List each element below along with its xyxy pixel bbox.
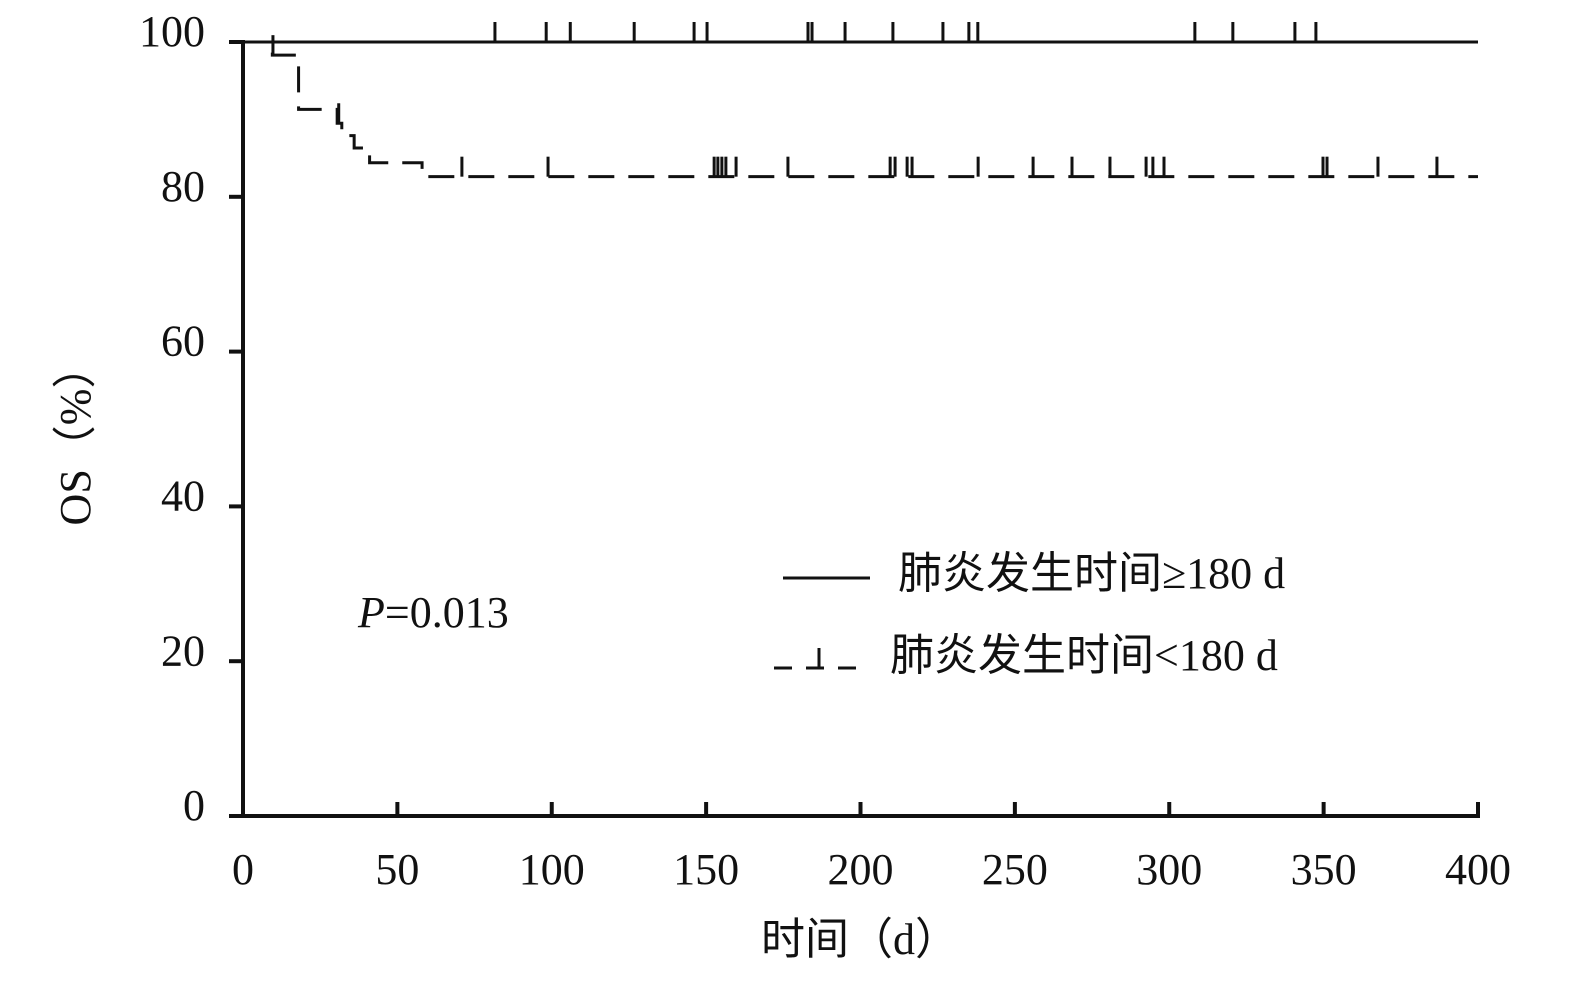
x-tick-label: 150	[673, 845, 739, 894]
annotation-italic: P	[357, 588, 385, 637]
x-tick-label: 0	[232, 845, 254, 894]
x-tick-label: 250	[982, 845, 1048, 894]
survival-line	[243, 40, 1478, 179]
y-tick-label: 60	[161, 317, 205, 366]
y-axis-label: OS（%）	[51, 345, 100, 526]
y-tick-label: 100	[139, 7, 205, 56]
x-tick-label: 100	[519, 845, 585, 894]
annotation: P=0.013	[357, 588, 509, 637]
y-tick-label: 80	[161, 162, 205, 211]
x-tick-label: 300	[1136, 845, 1202, 894]
y-tick-label: 0	[183, 781, 205, 830]
annotation-text: =0.013	[385, 588, 509, 637]
y-tick-label: 40	[161, 471, 205, 520]
x-tick-label: 400	[1445, 845, 1511, 894]
x-axis-label: 时间（d）	[761, 915, 959, 964]
x-tick-label: 350	[1291, 845, 1357, 894]
y-tick-label: 20	[161, 626, 205, 675]
x-tick-label: 50	[375, 845, 419, 894]
legend-label: 肺炎发生时间≥180 d	[898, 549, 1285, 598]
legend-label: 肺炎发生时间<180 d	[890, 631, 1278, 680]
x-tick-label: 200	[828, 845, 894, 894]
